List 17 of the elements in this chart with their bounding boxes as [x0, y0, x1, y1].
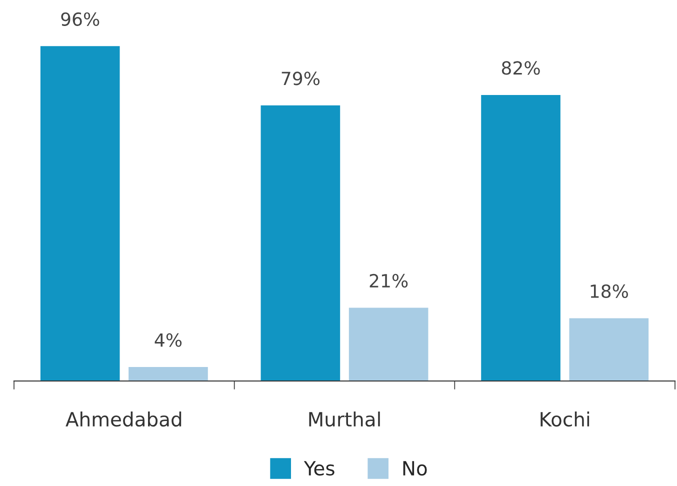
x-tick-label: Murthal: [309, 412, 380, 427]
bar: [128, 367, 208, 381]
data-label: 79%: [282, 72, 320, 86]
data-label: 21%: [370, 274, 408, 288]
legend-label: No: [403, 461, 427, 476]
bar: [569, 318, 649, 381]
data-label: 4%: [154, 333, 182, 347]
x-tick-label: Ahmedabad: [66, 412, 182, 427]
data-label: 18%: [590, 284, 628, 298]
bar: [260, 105, 340, 381]
bar: [40, 46, 120, 381]
data-label: 96%: [61, 12, 100, 26]
data-label: 82%: [502, 61, 540, 75]
legend-label: Yes: [304, 461, 334, 476]
bar: [348, 308, 428, 381]
x-tick-label: Kochi: [540, 412, 590, 427]
bar: [481, 94, 560, 381]
